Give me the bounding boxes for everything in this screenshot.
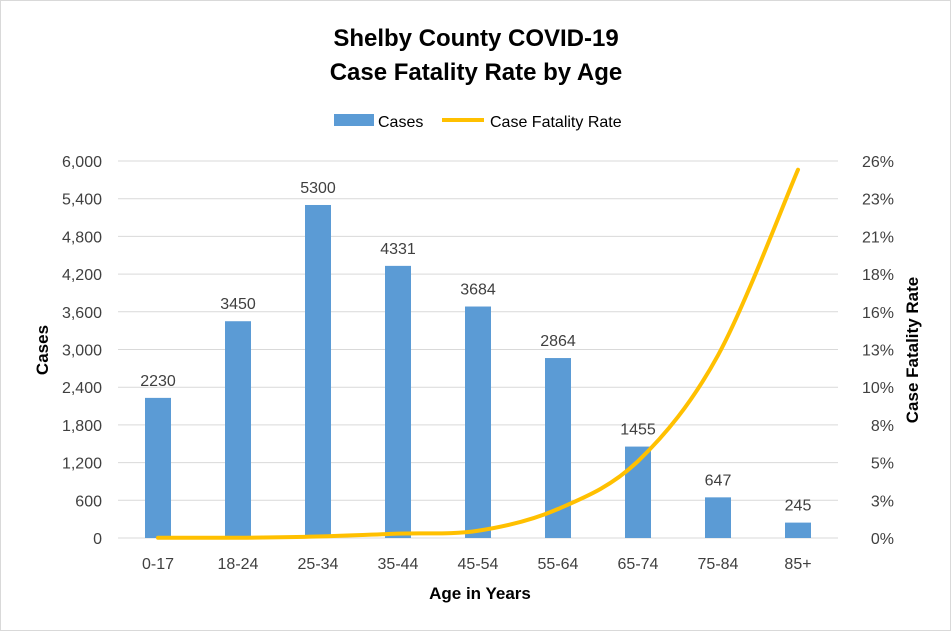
y-axis-title: Cases (33, 325, 52, 375)
y2-tick-label: 8% (871, 418, 894, 435)
cfr-line-path (156, 167, 800, 540)
left-axis-ticks: 0 600 1,200 1,800 2,400 3,000 3,600 4,200 4,800 5… (62, 154, 102, 548)
y2-tick-label: 26% (862, 154, 894, 171)
cfr-line (156, 167, 800, 540)
x-tick-label: 45-54 (458, 556, 499, 573)
chart-title-line-2: Case Fatality Rate by Age (330, 59, 623, 86)
y2-tick-label: 5% (871, 456, 894, 473)
x-axis-title: Age in Years (429, 584, 531, 603)
y-tick-label: 2,400 (62, 380, 102, 397)
bar-0-17 (145, 397, 171, 538)
y2-tick-label: 16% (862, 305, 894, 322)
bars (145, 204, 811, 538)
y-tick-label: 4,800 (62, 229, 102, 246)
y-tick-label: 600 (75, 493, 102, 510)
x-tick-label: 25-34 (298, 556, 339, 573)
y2-tick-label: 18% (862, 267, 894, 284)
bar-data-label: 1455 (620, 422, 656, 439)
y-tick-label: 3,000 (62, 343, 102, 360)
x-tick-label: 75-84 (698, 556, 739, 573)
legend: Cases Case Fatality Rate (334, 114, 622, 131)
y-tick-label: 0 (93, 531, 102, 548)
y-tick-label: 1,200 (62, 456, 102, 473)
y2-tick-label: 0% (871, 531, 894, 548)
x-tick-label: 35-44 (378, 556, 419, 573)
x-tick-label: 65-74 (618, 556, 659, 573)
y2-tick-label: 3% (871, 493, 894, 510)
bar-35-44 (385, 265, 411, 538)
bar-data-label: 3450 (220, 296, 256, 313)
y2-tick-label: 10% (862, 380, 894, 397)
bar-18-24 (225, 321, 251, 538)
x-tick-label: 18-24 (218, 556, 259, 573)
x-tick-label: 0-17 (142, 556, 174, 573)
bar-data-label: 4331 (380, 241, 416, 258)
y2-tick-label: 23% (862, 192, 894, 209)
bar-data-label: 647 (705, 472, 732, 489)
y-tick-label: 3,600 (62, 305, 102, 322)
y-tick-label: 6,000 (62, 154, 102, 171)
y-tick-label: 4,200 (62, 267, 102, 284)
y2-tick-label: 13% (862, 343, 894, 360)
y-tick-label: 5,400 (62, 192, 102, 209)
bar-data-label: 2230 (140, 373, 176, 390)
right-axis-ticks: 0% 3% 5% 8% 10% 13% 16% 18% 21% 23% 26% (862, 154, 894, 548)
x-tick-label: 55-64 (538, 556, 579, 573)
bar-75-84 (705, 497, 731, 538)
bar-data-labels: 2230 3450 5300 4331 3684 2864 1455 647 245 (140, 180, 811, 515)
x-tick-label: 85+ (784, 556, 811, 573)
bar-45-54 (465, 306, 491, 538)
legend-cases-swatch (334, 114, 374, 126)
bar-data-label: 3684 (460, 282, 496, 299)
bar-85+ (785, 522, 811, 538)
bar-data-label: 5300 (300, 180, 336, 197)
x-axis-ticks: 0-17 18-24 25-34 35-44 45-54 55-64 65-74 75-84 8… (142, 556, 812, 573)
bar-data-label: 2864 (540, 333, 576, 350)
y-tick-label: 1,800 (62, 418, 102, 435)
bar-25-34 (305, 204, 331, 538)
y2-axis-title: Case Fatality Rate (903, 277, 922, 423)
legend-cases-label: Cases (378, 114, 423, 131)
y2-tick-label: 21% (862, 229, 894, 246)
bar-data-label: 245 (785, 498, 812, 515)
legend-cfr-label: Case Fatality Rate (490, 114, 622, 131)
chart-title-line-1: Shelby County COVID-19 (333, 25, 618, 52)
